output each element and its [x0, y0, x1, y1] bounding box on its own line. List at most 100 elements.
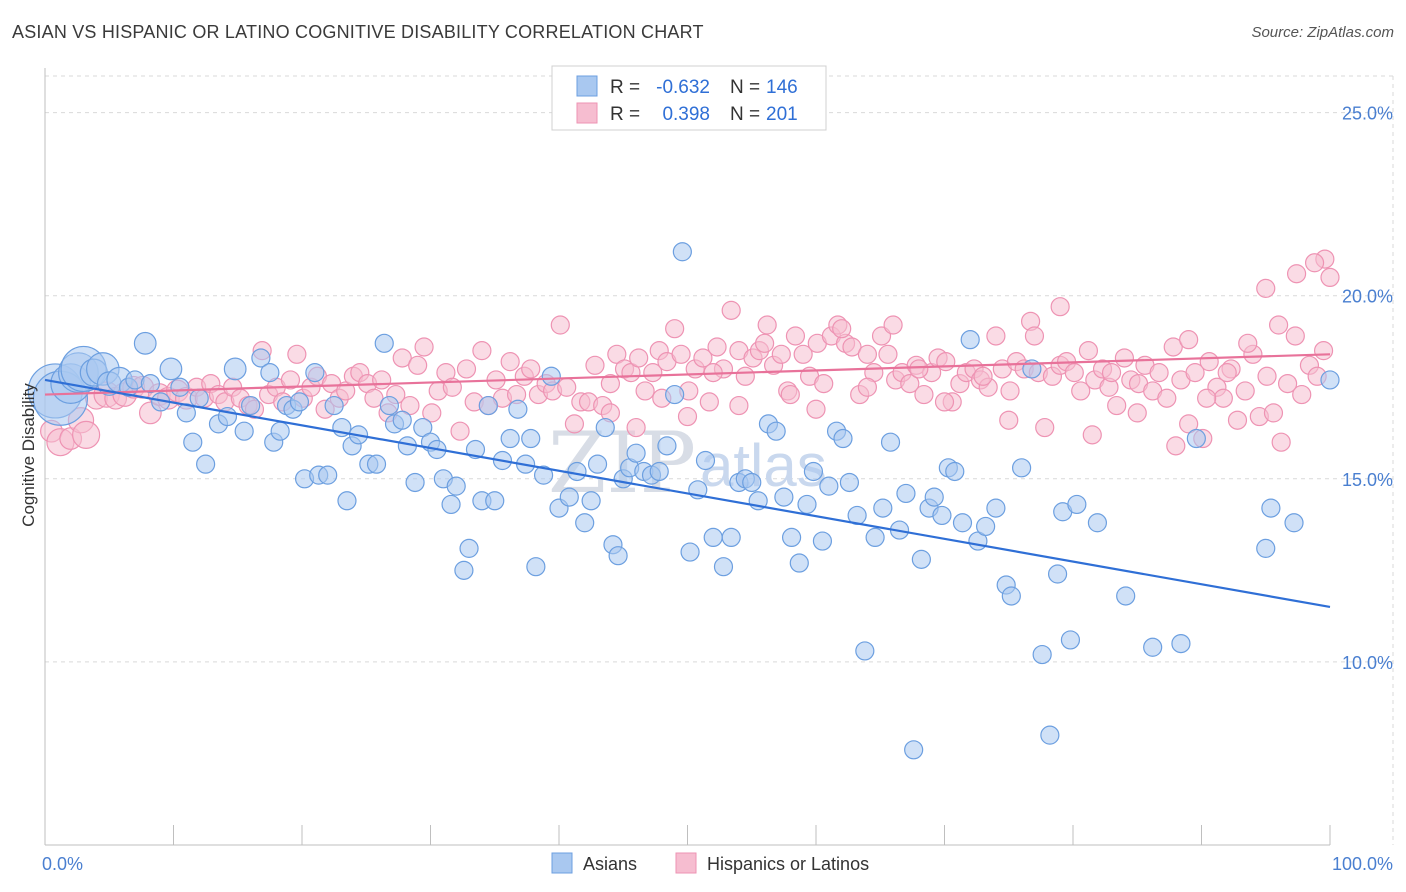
asian-point: [960, 330, 980, 350]
hispanic-point: [909, 359, 929, 379]
hispanic-point: [1185, 363, 1205, 383]
hispanic-point: [72, 420, 101, 449]
hispanic-point: [857, 344, 878, 364]
legend-asian-n-value: 146: [766, 77, 798, 98]
asian-point: [465, 439, 486, 460]
trend-lines: [44, 353, 1331, 609]
asian-point: [196, 454, 216, 474]
asian-point: [1032, 644, 1052, 665]
hispanic-point: [878, 344, 898, 364]
hispanic-point: [1149, 363, 1169, 383]
asian-point: [1171, 633, 1191, 654]
asian-point: [819, 476, 839, 496]
watermark-atlas: atlas: [700, 432, 827, 499]
hispanic-point: [1235, 381, 1255, 401]
hispanic-point: [1082, 425, 1102, 445]
asian-point: [459, 538, 479, 558]
hispanic-point: [1179, 330, 1199, 350]
asian-point: [1116, 586, 1136, 606]
stats-legend: R = -0.632 N = 146 R = 0.398 N = 201: [551, 65, 827, 131]
hispanic-point: [754, 333, 775, 353]
stats-legend-box: [551, 65, 827, 131]
asian-point: [405, 472, 425, 493]
hispanic-point: [857, 377, 878, 397]
asian-point: [183, 432, 203, 452]
legend-asian-r-label: R =: [610, 77, 640, 98]
asian-point: [904, 740, 924, 760]
hispanic-point: [1050, 297, 1070, 317]
legend-hispanic-n-label: N =: [730, 104, 760, 125]
hispanic-point: [1263, 403, 1284, 423]
legend-asian-n-label: N =: [730, 77, 760, 98]
asian-point: [803, 461, 824, 482]
hispanic-point: [671, 344, 691, 364]
asian-point: [657, 436, 677, 456]
hispanic-point: [1217, 363, 1237, 383]
hispanic-point: [1107, 395, 1127, 416]
legend-hispanic-r-label: R =: [610, 104, 640, 125]
chart-title: ASIAN VS HISPANIC OR LATINO COGNITIVE DI…: [12, 22, 704, 42]
asian-point: [251, 348, 271, 368]
hispanic-point: [699, 392, 719, 412]
asian-point: [855, 641, 875, 661]
asian-trend-line: [44, 378, 1331, 609]
legend-asian-r-value: -0.632: [656, 77, 710, 98]
hispanic-point: [364, 388, 384, 408]
asian-point: [446, 476, 466, 496]
hispanic-point: [842, 337, 862, 357]
asian-point: [595, 417, 615, 438]
bottom-legend-swatch-hispanic: [675, 852, 697, 874]
hispanic-point: [1101, 363, 1122, 383]
hispanic-point: [914, 384, 934, 405]
asian-point: [374, 333, 394, 353]
hispanic-point: [1213, 388, 1233, 408]
hispanic-point: [1304, 253, 1325, 273]
asian-point: [508, 399, 528, 419]
series-legend: Asians Hispanics or Latinos: [551, 852, 869, 874]
hispanic-point: [1292, 384, 1312, 405]
asian-point: [1060, 630, 1081, 650]
asian-point: [924, 487, 944, 507]
hispanic-point: [280, 370, 301, 390]
asian-point: [1087, 513, 1108, 533]
hispanic-point: [936, 352, 956, 372]
asian-point: [781, 527, 802, 548]
hispanic-point: [693, 348, 713, 368]
hispanic-point: [521, 359, 541, 379]
asian-point: [812, 531, 833, 551]
asian-point: [932, 505, 952, 526]
hispanic-point: [1320, 267, 1340, 288]
hispanic-point: [1000, 381, 1020, 401]
asian-point: [559, 487, 579, 507]
asian-point: [680, 542, 700, 562]
hispanic-point: [635, 381, 655, 401]
chart-source: Source: ZipAtlas.com: [1251, 24, 1394, 41]
asian-point: [478, 395, 498, 416]
hispanic-point: [1071, 381, 1091, 401]
asian-point: [873, 498, 893, 518]
asian-point: [324, 395, 344, 416]
hispanic-point: [677, 406, 698, 427]
y-axis-title: Cognitive Disability: [19, 383, 38, 527]
hispanic-point: [735, 366, 755, 386]
axes: 0.0% 100.0%: [42, 68, 1393, 874]
hispanic-point: [1268, 315, 1289, 335]
hispanic-point: [780, 384, 800, 405]
hispanic-point: [832, 319, 852, 339]
hispanic-point: [1163, 337, 1183, 357]
bottom-legend-hispanic: Hispanics or Latinos: [707, 854, 869, 874]
hispanic-point: [793, 344, 813, 364]
asian-point: [742, 472, 762, 493]
asian-point: [223, 357, 247, 381]
hispanic-point: [1285, 326, 1305, 346]
hispanic-point: [1035, 417, 1055, 438]
asian-point: [672, 242, 692, 262]
hispanic-point: [456, 359, 477, 379]
asian-point: [1011, 458, 1032, 478]
asian-point: [952, 513, 973, 533]
hispanic-trend-line: [44, 353, 1331, 396]
hispanic-point: [1078, 341, 1099, 361]
hispanic-point: [999, 410, 1019, 430]
asian-point: [797, 494, 817, 515]
asian-point: [1320, 370, 1340, 390]
